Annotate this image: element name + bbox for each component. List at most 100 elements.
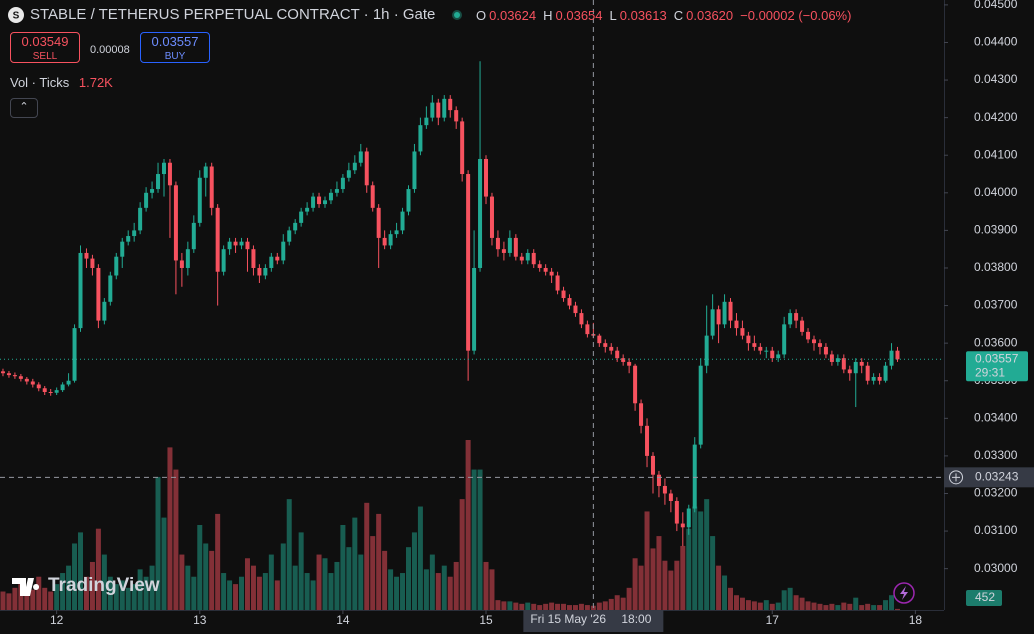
candle-body — [299, 211, 304, 223]
last-price-label: 0.03557 — [975, 351, 1019, 365]
candle-body — [30, 381, 35, 385]
volume-bar — [292, 565, 298, 610]
candle-body — [72, 328, 77, 381]
candle-body — [6, 373, 11, 376]
symbol-icon: S — [8, 6, 24, 23]
candle-body — [364, 151, 369, 186]
tradingview-logo: TradingView — [12, 575, 160, 596]
candle-body — [406, 189, 411, 212]
candle-body — [78, 252, 83, 329]
buy-button[interactable]: 0.03557 BUY — [140, 32, 210, 63]
volume-bar — [405, 547, 411, 610]
volume-bar — [89, 561, 95, 610]
volume-bar — [191, 576, 197, 610]
candle-body — [173, 185, 178, 261]
add-alert-icon[interactable] — [952, 473, 960, 482]
candle-body — [841, 358, 846, 370]
volume-bar — [489, 569, 495, 610]
candle-body — [263, 267, 268, 276]
candle-body — [782, 324, 787, 355]
candle-body — [412, 151, 417, 190]
candle-body — [36, 384, 41, 389]
candle-body — [680, 523, 685, 528]
candle-body — [806, 331, 811, 340]
axis-layer: 0.03000 0.03100 0.03200 0.03300 0.03400 0.035… — [50, 0, 1018, 627]
candle-body — [370, 185, 375, 208]
candle-body — [883, 365, 888, 381]
candle-body — [674, 501, 679, 524]
volume-bar — [447, 576, 453, 610]
lightning-button[interactable] — [893, 582, 915, 604]
buy-label[interactable]: BUY — [164, 51, 186, 62]
lightning-icon[interactable] — [900, 586, 908, 600]
candle-body — [245, 241, 250, 250]
volume-bar — [370, 536, 376, 610]
candle-body — [579, 313, 584, 325]
candle-body — [853, 361, 858, 374]
close-value: 0.03620 — [686, 8, 734, 23]
volume-bar — [483, 561, 489, 610]
candle-body — [400, 211, 405, 231]
volume-bar — [471, 469, 477, 610]
candle-body — [376, 207, 381, 238]
volume-bar — [543, 603, 549, 610]
candle-body — [501, 249, 506, 253]
y-tick-label: 0.04500 — [974, 0, 1018, 11]
volume-bar — [733, 595, 739, 610]
candle-body — [722, 301, 727, 325]
candle-body — [334, 189, 339, 193]
volume-bar — [78, 532, 84, 610]
volume-bar — [728, 587, 734, 610]
svg-text:S: S — [13, 10, 20, 21]
volume-bar — [274, 580, 280, 610]
sell-price[interactable]: 0.03549 — [21, 34, 69, 49]
candle-body — [209, 166, 214, 208]
candle-layer — [0, 61, 900, 547]
volume-bar — [30, 589, 36, 610]
candle-body — [633, 365, 638, 404]
volume-bar — [877, 605, 883, 610]
volume-bar — [769, 603, 775, 610]
volume-bar — [244, 558, 250, 610]
sell-label[interactable]: SELL — [32, 51, 58, 62]
candle-body — [150, 189, 155, 193]
candle-body — [66, 380, 71, 385]
crosshair-date-label: Fri 15 May '26 — [530, 612, 606, 626]
candle-body — [90, 258, 95, 268]
volume-bar — [429, 554, 435, 610]
candle-body — [621, 358, 626, 362]
candle-body — [835, 358, 840, 362]
collapse-button[interactable]: ⌃ — [10, 98, 38, 118]
volume-bar — [656, 536, 662, 610]
candle-body — [132, 230, 137, 237]
candle-body — [42, 388, 47, 393]
volume-bar — [149, 565, 155, 610]
symbol-title[interactable]: STABLE / TETHERUS PERPETUAL CONTRACT · 1… — [30, 6, 436, 23]
volume-bar — [95, 528, 101, 610]
volume-bar — [883, 600, 889, 610]
sell-button[interactable]: 0.03549 SELL — [10, 32, 80, 63]
lightning-circle[interactable] — [893, 582, 915, 604]
volume-bar — [143, 576, 149, 610]
volume-bar — [775, 602, 781, 610]
candle-body — [788, 313, 793, 325]
crosshair-price-badge — [944, 467, 1034, 488]
volume-bar — [871, 605, 877, 610]
buy-price[interactable]: 0.03557 — [151, 34, 199, 49]
volume-bar — [561, 603, 567, 610]
add-alert-button[interactable] — [949, 470, 963, 485]
volume-bar — [340, 525, 346, 610]
candle-body — [96, 267, 101, 321]
volume-bar — [185, 565, 191, 610]
candle-body — [340, 177, 345, 190]
candle-body — [811, 339, 816, 344]
volume-bar — [54, 584, 60, 610]
y-tick-label: 0.03400 — [974, 410, 1018, 424]
candle-body — [108, 275, 113, 302]
candle-body — [311, 196, 316, 208]
volume-bar — [441, 565, 447, 610]
y-tick-label: 0.04100 — [974, 147, 1018, 161]
volume-bar — [459, 499, 465, 610]
symbol-header[interactable]: S STABLE / TETHERUS PERPETUAL CONTRACT ·… — [8, 6, 463, 23]
